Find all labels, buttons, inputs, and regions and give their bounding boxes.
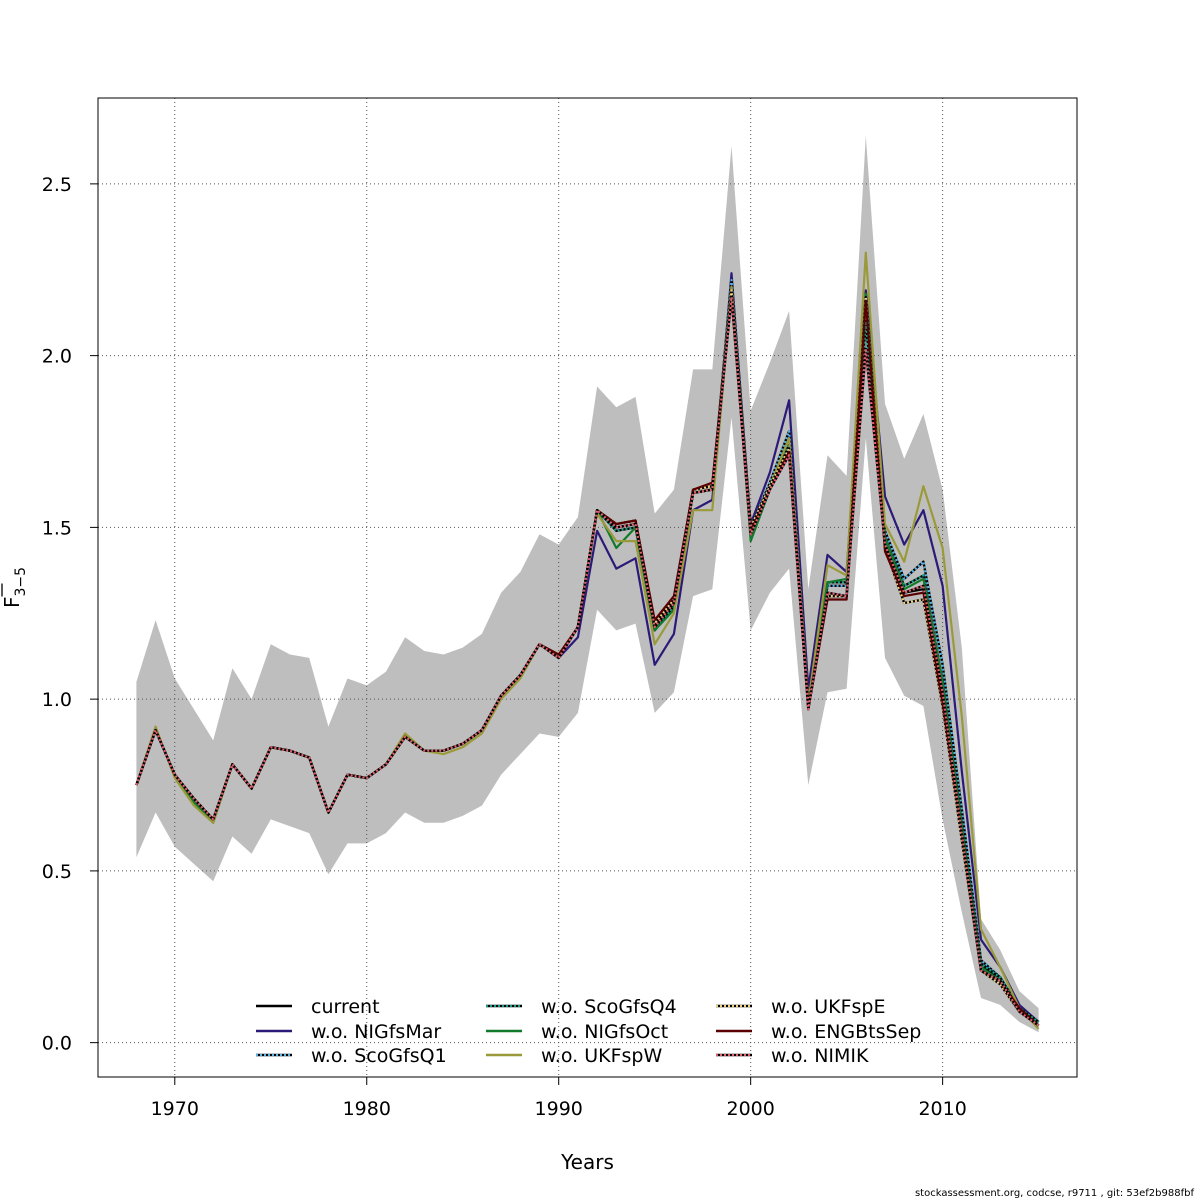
legend-item-w-o-nigfsoct: w.o. NIGfsOct [486, 1021, 668, 1043]
x-tick-label-1970: 1970 [151, 1098, 199, 1120]
legend-item-w-o-engbtssep: w.o. ENGBtsSep [716, 1021, 921, 1043]
legend-item-w-o-scogfsq4: w.o. ScoGfsQ4 [486, 996, 677, 1018]
plot-frame [97, 97, 1078, 1078]
y-axis-title: F3−5 [0, 567, 29, 608]
x-tick-label-1980: 1980 [343, 1098, 391, 1120]
y-tick-label-2: 1.0 [42, 689, 72, 711]
legend-label-w-o-ukfspw: w.o. UKFspW [541, 1045, 662, 1067]
legend-label-w-o-scogfsq1: w.o. ScoGfsQ1 [311, 1045, 447, 1067]
y-tick-label-3: 1.5 [42, 517, 72, 539]
svg-text:F3−5: F3−5 [0, 567, 29, 608]
legend-item-w-o-nigfsmar: w.o. NIGfsMar [256, 1021, 441, 1043]
legend-label-w-o-nimik: w.o. NIMIK [771, 1045, 869, 1067]
y-tick-label-5: 2.5 [42, 174, 72, 196]
y-tick-label-0: 0.0 [42, 1033, 72, 1055]
legend-item-w-o-nimik: w.o. NIMIK [716, 1045, 869, 1067]
y-tick-label-4: 2.0 [42, 346, 72, 368]
legend-label-w-o-scogfsq4: w.o. ScoGfsQ4 [541, 996, 677, 1018]
x-tick-label-1990: 1990 [535, 1098, 583, 1120]
legend-label-w-o-engbtssep: w.o. ENGBtsSep [771, 1021, 921, 1043]
y-axis-title-subscript: 3−5 [13, 567, 29, 597]
legend-label-current: current [311, 996, 380, 1018]
x-tick-label-2010: 2010 [918, 1098, 966, 1120]
x-tick-label-2000: 2000 [726, 1098, 774, 1120]
legend-item-w-o-scogfsq1: w.o. ScoGfsQ1 [256, 1045, 447, 1067]
legend-label-w-o-ukfspe: w.o. UKFspE [771, 996, 885, 1018]
footer-note: stockassessment.org, codcse, r9711 , git… [915, 1188, 1195, 1199]
x-axis-title: Years [560, 1150, 614, 1174]
legend-label-w-o-nigfsmar: w.o. NIGfsMar [311, 1021, 441, 1043]
legend-item-current: current [256, 996, 380, 1018]
series-layer [135, 251, 1040, 1030]
legend-label-w-o-nigfsoct: w.o. NIGfsOct [541, 1021, 668, 1043]
series-line-w-o-nimik [135, 296, 1040, 1027]
y-tick-label-1: 0.5 [42, 861, 72, 883]
axis-layer: 1970 1980 1990 2000 2010 0.0 0.5 1.0 1.5 2.0 2.5 [42, 174, 967, 1120]
legend-item-w-o-ukfspe: w.o. UKFspE [716, 996, 885, 1018]
y-axis-title-base: F [0, 597, 24, 609]
legend-item-w-o-ukfspw: w.o. UKFspW [486, 1045, 662, 1067]
